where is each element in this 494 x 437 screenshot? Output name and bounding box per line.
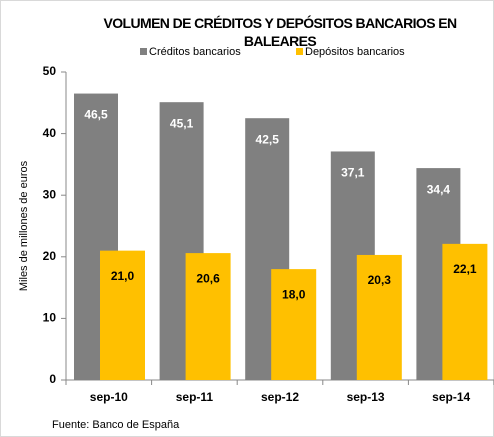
data-label: 20,6 — [196, 271, 220, 285]
y-axis-label: Miles de millones de euros — [18, 160, 30, 291]
x-tick-label: sep-11 — [176, 390, 214, 404]
bar — [442, 243, 488, 380]
y-tick-label: 30 — [43, 187, 57, 201]
data-label: 37,1 — [341, 166, 365, 180]
data-label: 34,4 — [427, 182, 451, 196]
y-tick-label: 50 — [43, 64, 57, 78]
x-tick-label: sep-10 — [90, 390, 128, 404]
chart-title: VOLUMEN DE CRÉDITOS Y DEPÓSITOS BANCARIO… — [103, 15, 458, 49]
data-label: 22,1 — [453, 262, 477, 276]
source: Fuente: Banco de España — [52, 419, 180, 431]
data-label: 21,0 — [111, 269, 135, 283]
data-label: 46,5 — [84, 108, 108, 122]
data-label: 20,3 — [368, 273, 392, 287]
legend-label: Depósitos bancarios — [305, 46, 405, 58]
legend-swatch — [296, 48, 303, 55]
y-tick-label: 20 — [43, 249, 57, 263]
bar — [185, 253, 231, 380]
bar — [100, 250, 145, 380]
legend-label: Créditos bancarios — [149, 46, 241, 58]
y-tick-label: 40 — [43, 126, 57, 140]
data-label: 42,5 — [256, 132, 280, 146]
bar — [356, 254, 402, 380]
x-tick-label: sep-14 — [432, 390, 470, 404]
data-label: 45,1 — [170, 116, 194, 130]
x-tick-label: sep-12 — [261, 390, 299, 404]
data-label: 18,0 — [282, 287, 306, 301]
y-tick-label: 10 — [43, 311, 57, 325]
x-tick-label: sep-13 — [347, 390, 385, 404]
legend-swatch — [140, 48, 147, 55]
y-tick-label: 0 — [49, 372, 56, 386]
bar — [271, 269, 317, 380]
